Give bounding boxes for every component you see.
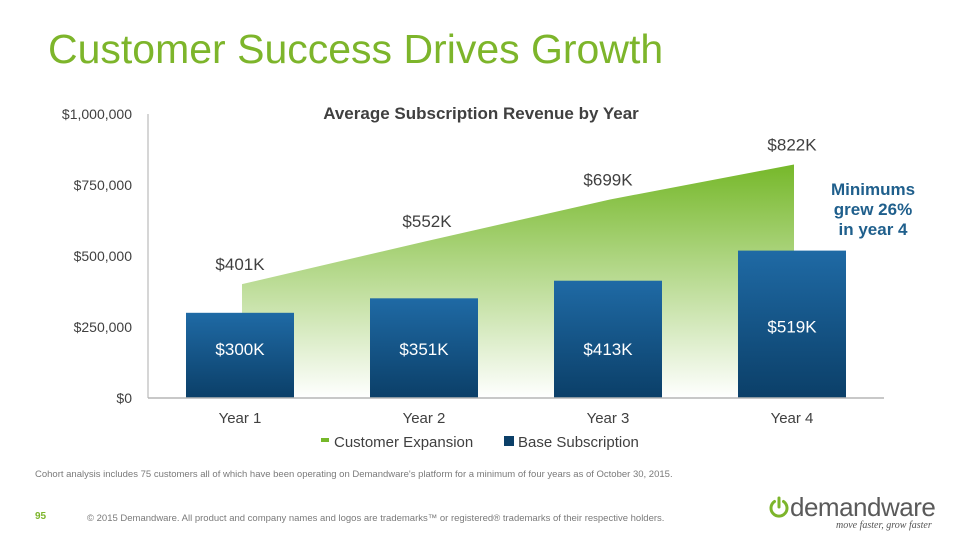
legend-label-base-subscription: Base Subscription bbox=[518, 434, 639, 451]
bar-data-label: $300K bbox=[215, 340, 265, 359]
bar-base-subscription bbox=[370, 298, 478, 398]
area-data-label: $822K bbox=[767, 136, 817, 155]
copyright-notice: © 2015 Demandware. All product and compa… bbox=[87, 513, 665, 524]
x-tick-label: Year 1 bbox=[219, 410, 262, 427]
y-tick-label: $0 bbox=[116, 390, 132, 406]
callout-annotation: in year 4 bbox=[839, 220, 909, 239]
x-tick-label: Year 4 bbox=[771, 410, 814, 427]
x-tick-label: Year 2 bbox=[403, 410, 446, 427]
area-data-label: $699K bbox=[583, 170, 633, 189]
bar-data-label: $351K bbox=[399, 340, 449, 359]
bar-data-label: $413K bbox=[583, 340, 633, 359]
power-icon bbox=[769, 496, 789, 518]
x-tick-label: Year 3 bbox=[587, 410, 630, 427]
bar-base-subscription bbox=[738, 250, 846, 398]
y-tick-label: $250,000 bbox=[74, 319, 133, 335]
legend-swatch-customer-expansion bbox=[321, 438, 329, 442]
page-number: 95 bbox=[35, 511, 47, 522]
area-customer-expansion bbox=[242, 164, 794, 398]
area-data-label: $552K bbox=[402, 212, 452, 231]
callout-annotation: grew 26% bbox=[834, 200, 912, 219]
y-tick-label: $1,000,000 bbox=[62, 106, 132, 122]
y-tick-label: $500,000 bbox=[74, 248, 133, 264]
revenue-chart: Average Subscription Revenue by Year $0 $2… bbox=[62, 104, 915, 451]
callout-annotation: Minimums bbox=[831, 180, 915, 199]
bar-data-label: $519K bbox=[767, 318, 817, 337]
y-tick-label: $750,000 bbox=[74, 177, 133, 193]
logo-tagline: move faster, grow faster bbox=[836, 520, 932, 531]
legend-swatch-base-subscription bbox=[504, 436, 514, 446]
slide-title: Customer Success Drives Growth bbox=[48, 26, 664, 72]
chart-title: Average Subscription Revenue by Year bbox=[323, 104, 639, 123]
logo-wordmark: demandware bbox=[790, 492, 936, 522]
bar-base-subscription bbox=[186, 312, 294, 398]
demandware-logo: demandware move faster, grow faster bbox=[768, 492, 936, 535]
footnote: Cohort analysis includes 75 customers al… bbox=[35, 469, 673, 480]
legend-label-customer-expansion: Customer Expansion bbox=[334, 434, 473, 451]
bar-base-subscription bbox=[554, 280, 662, 398]
area-data-label: $401K bbox=[215, 255, 265, 274]
